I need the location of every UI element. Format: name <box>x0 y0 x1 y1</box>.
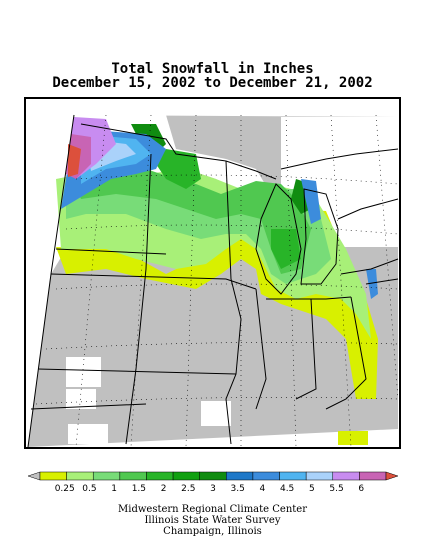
legend-swatch <box>199 471 227 481</box>
white-area-sw3 <box>68 424 108 444</box>
red-band <box>68 144 81 177</box>
legend-swatch <box>39 471 67 481</box>
snowfall-map <box>24 97 401 449</box>
map-canvas <box>26 99 399 447</box>
legend-tick-label: 5.5 <box>329 484 343 494</box>
legend-tick-label: 4 <box>260 484 266 494</box>
white-area-sw1 <box>66 357 101 387</box>
legend-tick-label: 3 <box>210 484 216 494</box>
footer-line1: Midwestern Regional Climate Center <box>118 504 307 515</box>
blue-spot-east <box>301 179 321 224</box>
blue-spot-ohio <box>366 269 378 299</box>
legend-swatch-low <box>27 471 41 481</box>
legend-swatch <box>279 471 307 481</box>
legend-swatch <box>252 471 280 481</box>
legend-tick-label: 4.5 <box>280 484 294 494</box>
footer-line2: Illinois State Water Survey <box>144 515 281 526</box>
color-legend: 0.25 0.5 1 1.5 2 2.5 3 3.5 4 4.5 5 5.5 6 <box>27 470 399 500</box>
legend-swatch <box>226 471 254 481</box>
legend-swatch <box>172 471 200 481</box>
legend-swatch <box>92 471 121 481</box>
footer-line3: Champaign, Illinois <box>163 526 262 537</box>
legend-tick-label: 0.5 <box>82 484 96 494</box>
legend-tick-label: 3.5 <box>231 484 245 494</box>
legend-tick-label: 6 <box>358 484 364 494</box>
legend-svg: 0.25 0.5 1 1.5 2 2.5 3 3.5 4 4.5 5 5.5 6 <box>27 471 399 494</box>
state-borders <box>27 114 399 447</box>
dark-green-band <box>131 124 311 214</box>
legend-tick-label: 1.5 <box>132 484 146 494</box>
legend-swatch <box>146 471 174 481</box>
yellow-spot-se <box>338 431 368 445</box>
map-title-line1: Total Snowfall in Inches <box>111 61 314 77</box>
legend-swatch-high <box>385 471 399 481</box>
graticule <box>35 114 399 447</box>
legend-swatch <box>66 471 94 481</box>
green-band <box>71 164 311 274</box>
map-title-line2: December 15, 2002 to December 21, 2002 <box>52 75 373 91</box>
legend-swatch <box>332 471 360 481</box>
legend-swatch <box>359 471 387 481</box>
legend-tick-label: 5 <box>309 484 315 494</box>
white-area-s1 <box>201 401 231 426</box>
legend-swatch <box>305 471 334 481</box>
legend-tick-label: 2.5 <box>181 484 195 494</box>
legend-swatch <box>119 471 147 481</box>
white-area-sw2 <box>66 389 96 409</box>
legend-tick-label: 1 <box>111 484 117 494</box>
darker-green-band <box>156 149 301 269</box>
legend-tick-label: 2 <box>161 484 167 494</box>
legend-tick-label: 0.25 <box>55 484 75 494</box>
